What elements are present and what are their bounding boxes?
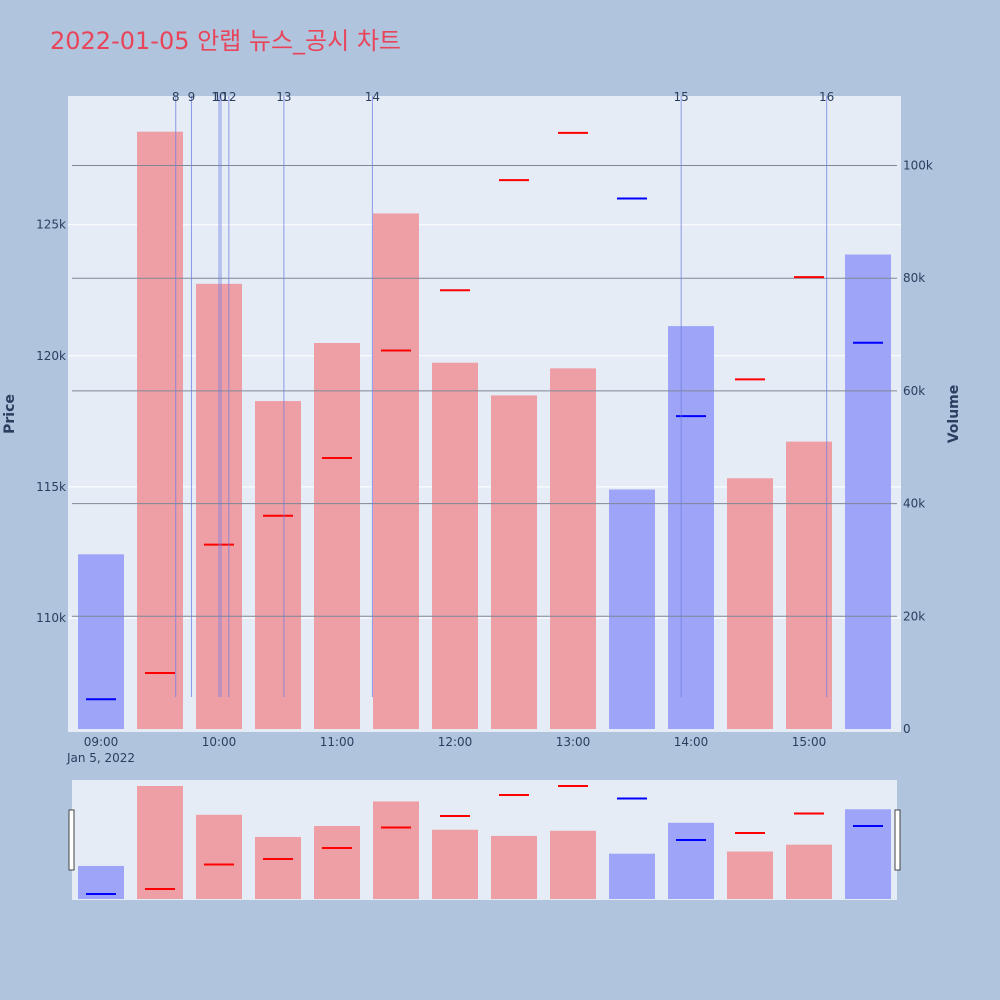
price-tick-label: 125k bbox=[36, 218, 66, 232]
range-slider-handle-right[interactable] bbox=[894, 809, 901, 871]
news-marker-label: 15 bbox=[674, 90, 689, 104]
slider-volume-bar bbox=[609, 853, 655, 899]
time-tick-label: 15:00 bbox=[792, 735, 827, 749]
y-axis-title-price: Price bbox=[2, 394, 18, 434]
volume-axis: 0 20k 40k 60k 80k 100k bbox=[903, 159, 933, 737]
slider-volume-bar bbox=[491, 835, 537, 899]
slider-volume-bar bbox=[432, 829, 478, 899]
time-tick-label: 14:00 bbox=[674, 735, 709, 749]
x-date-label: Jan 5, 2022 bbox=[66, 751, 135, 765]
volume-bar bbox=[727, 478, 773, 729]
range-slider-bars bbox=[78, 786, 891, 899]
time-tick-label: 13:00 bbox=[556, 735, 591, 749]
range-slider[interactable] bbox=[72, 780, 897, 900]
volume-bar bbox=[668, 326, 714, 729]
time-tick-label: 10:00 bbox=[202, 735, 237, 749]
news-marker-label: 8 bbox=[172, 90, 180, 104]
volume-bar bbox=[550, 368, 596, 729]
slider-volume-bar bbox=[196, 814, 242, 899]
volume-bar bbox=[432, 362, 478, 729]
slider-volume-bar bbox=[550, 830, 596, 899]
y-axis-title-volume: Volume bbox=[946, 385, 962, 444]
chart-title: 2022-01-05 안랩 뉴스_공시 차트 bbox=[50, 27, 401, 55]
news-marker-label: 10 bbox=[211, 90, 226, 104]
news-marker-label: 11 bbox=[213, 90, 228, 104]
time-tick-label: 09:00 bbox=[84, 735, 119, 749]
time-tick-label: 11:00 bbox=[320, 735, 355, 749]
price-axis: 110k 115k 120k 125k bbox=[36, 218, 66, 625]
news-marker-label: 12 bbox=[221, 90, 236, 104]
main-plot-area bbox=[68, 96, 901, 732]
volume-tick-label: 20k bbox=[903, 609, 925, 623]
news-marker-label: 16 bbox=[819, 90, 834, 104]
range-slider-handle-left[interactable] bbox=[68, 809, 75, 871]
volume-bar bbox=[845, 254, 891, 729]
volume-tick-label: 40k bbox=[903, 497, 925, 511]
slider-volume-bar bbox=[373, 801, 419, 899]
volume-tick-label: 0 bbox=[903, 722, 911, 736]
news-marker-label: 13 bbox=[276, 90, 291, 104]
slider-volume-bar bbox=[668, 822, 714, 899]
slider-volume-bar bbox=[845, 809, 891, 899]
volume-bar bbox=[373, 213, 419, 729]
news-marker-label: 9 bbox=[188, 90, 196, 104]
volume-bar bbox=[786, 441, 832, 729]
news-marker-label: 14 bbox=[365, 90, 380, 104]
time-axis: 09:00 10:00 11:00 12:00 13:00 14:00 15:00 bbox=[84, 735, 827, 749]
slider-volume-bar bbox=[314, 825, 360, 899]
price-tick-label: 120k bbox=[36, 349, 66, 363]
volume-tick-label: 60k bbox=[903, 384, 925, 398]
volume-tick-label: 80k bbox=[903, 271, 925, 285]
price-tick-label: 115k bbox=[36, 480, 66, 494]
slider-volume-bar bbox=[255, 836, 301, 899]
volume-bar bbox=[78, 554, 124, 729]
price-tick-label: 110k bbox=[36, 611, 66, 625]
time-tick-label: 12:00 bbox=[438, 735, 473, 749]
volume-tick-label: 100k bbox=[903, 159, 933, 173]
volume-gridlines bbox=[72, 165, 897, 617]
volume-bar bbox=[609, 489, 655, 729]
slider-volume-bar bbox=[727, 851, 773, 899]
slider-volume-bar bbox=[137, 786, 183, 899]
slider-volume-bar bbox=[786, 844, 832, 899]
volume-bar bbox=[314, 343, 360, 729]
range-slider-price-marks bbox=[86, 785, 883, 895]
volume-bar bbox=[255, 401, 301, 729]
volume-bar bbox=[491, 395, 537, 729]
